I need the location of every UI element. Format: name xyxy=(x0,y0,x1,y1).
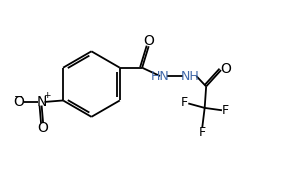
Text: F: F xyxy=(181,96,188,109)
Text: O: O xyxy=(38,121,48,135)
Text: O: O xyxy=(143,34,154,48)
Text: F: F xyxy=(199,126,206,139)
Text: +: + xyxy=(43,91,50,101)
Text: −: − xyxy=(14,92,23,101)
Text: N: N xyxy=(36,95,47,109)
Text: F: F xyxy=(222,104,229,117)
Text: O: O xyxy=(13,95,24,109)
Text: O: O xyxy=(221,62,231,76)
Text: NH: NH xyxy=(181,70,200,83)
Text: HN: HN xyxy=(151,70,170,83)
